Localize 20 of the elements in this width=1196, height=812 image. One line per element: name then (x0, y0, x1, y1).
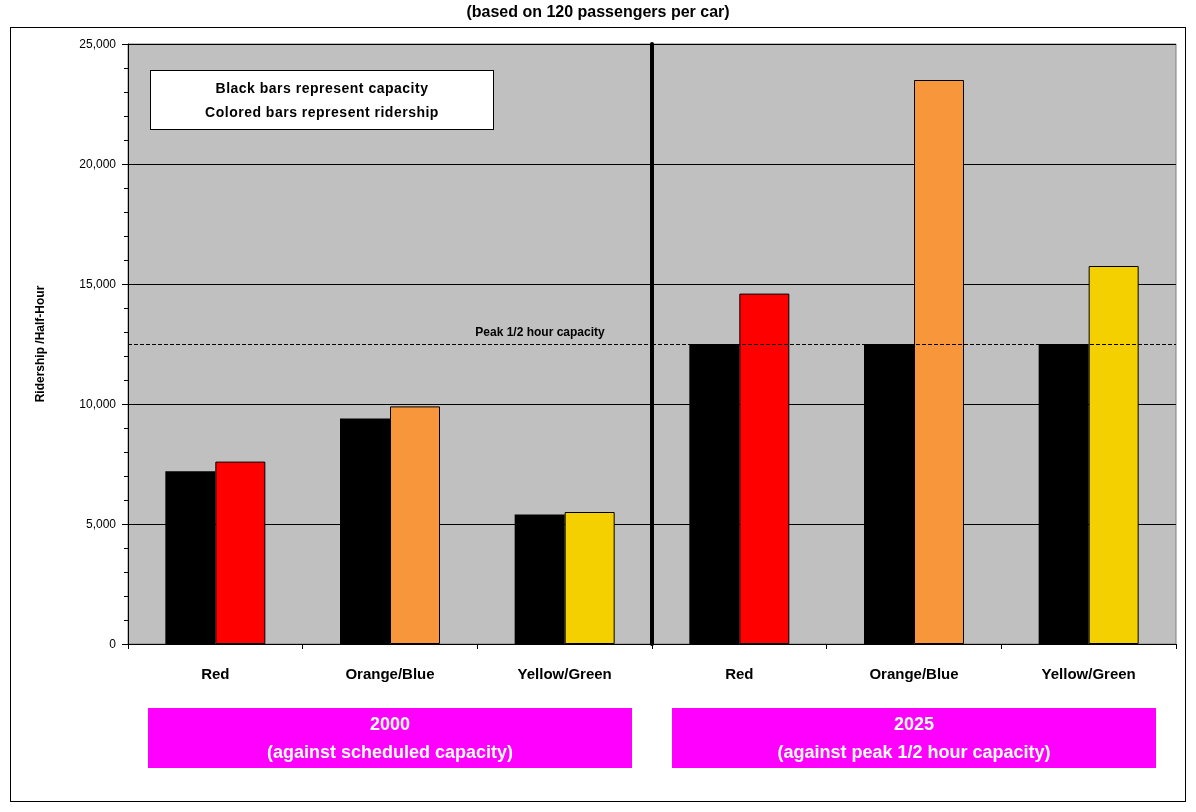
y-tick-label: 10,000 (79, 397, 117, 411)
chart-title: (based on 120 passengers per car) (0, 3, 1196, 21)
x-tick-label: Orange/Blue (345, 665, 435, 682)
x-tick-label: Yellow/Green (517, 665, 612, 682)
x-axis-title: 2000 (against scheduled capacity) (266, 714, 514, 762)
x-tick-label: Orange/Blue (869, 665, 959, 682)
x-tick-label: Yellow/Green (1041, 665, 1136, 682)
note-box: Black bars represent capacity Colored bars represent ridership (150, 70, 494, 130)
annotation: Colored bars represent ridership (205, 104, 439, 120)
ref-line-label: Peak 1/2 hour capacity (475, 325, 606, 339)
x-tick-label: Red (725, 665, 754, 682)
y-tick-label: 15,000 (79, 277, 117, 291)
y-tick-label: 0 (109, 637, 117, 651)
x-axis-title: 2025 (against peak 1/2 hour capacity) (777, 714, 1051, 762)
y-tick-label: 25,000 (79, 37, 117, 51)
y-tick-label: 5,000 (85, 517, 117, 531)
y-tick-label: 20,000 (79, 157, 117, 171)
x-tick-label: Red (201, 665, 230, 682)
annotation: Black bars represent capacity (215, 80, 429, 96)
y-axis-title: Ridership /Half-Hour (33, 285, 47, 403)
